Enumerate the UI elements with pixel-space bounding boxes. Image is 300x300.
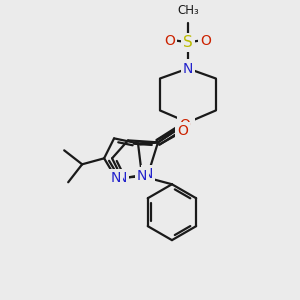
Text: N: N [111, 171, 121, 185]
Text: CH₃: CH₃ [177, 4, 199, 16]
Text: O: O [200, 34, 211, 48]
Text: O: O [178, 124, 188, 138]
Text: O: O [179, 118, 191, 132]
Text: N: N [183, 61, 193, 76]
Text: N: N [117, 171, 127, 185]
Text: S: S [183, 35, 193, 50]
Text: N: N [143, 167, 153, 181]
Text: N: N [183, 116, 193, 129]
Text: N: N [137, 169, 147, 183]
Text: O: O [164, 34, 175, 48]
